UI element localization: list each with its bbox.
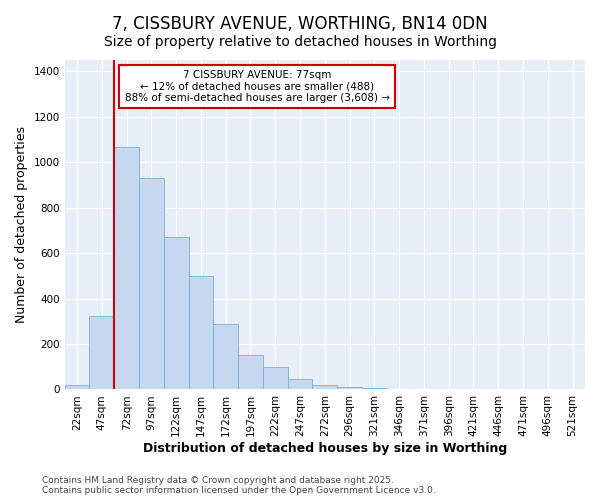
Bar <box>188 276 214 390</box>
Bar <box>65 385 89 390</box>
Bar <box>164 237 188 390</box>
Text: 7, CISSBURY AVENUE, WORTHING, BN14 0DN: 7, CISSBURY AVENUE, WORTHING, BN14 0DN <box>112 15 488 33</box>
Y-axis label: Number of detached properties: Number of detached properties <box>15 126 28 323</box>
Bar <box>362 388 387 390</box>
Bar <box>238 356 263 390</box>
Bar <box>214 324 238 390</box>
Bar <box>287 379 313 390</box>
Bar <box>139 178 164 390</box>
Text: Size of property relative to detached houses in Worthing: Size of property relative to detached ho… <box>104 35 497 49</box>
Bar <box>337 386 362 390</box>
Text: Contains HM Land Registry data © Crown copyright and database right 2025.
Contai: Contains HM Land Registry data © Crown c… <box>42 476 436 495</box>
Bar <box>114 148 139 390</box>
Text: 7 CISSBURY AVENUE: 77sqm
← 12% of detached houses are smaller (488)
88% of semi-: 7 CISSBURY AVENUE: 77sqm ← 12% of detach… <box>125 70 389 103</box>
Bar <box>263 366 287 390</box>
Bar <box>313 385 337 390</box>
X-axis label: Distribution of detached houses by size in Worthing: Distribution of detached houses by size … <box>143 442 507 455</box>
Bar <box>89 316 114 390</box>
